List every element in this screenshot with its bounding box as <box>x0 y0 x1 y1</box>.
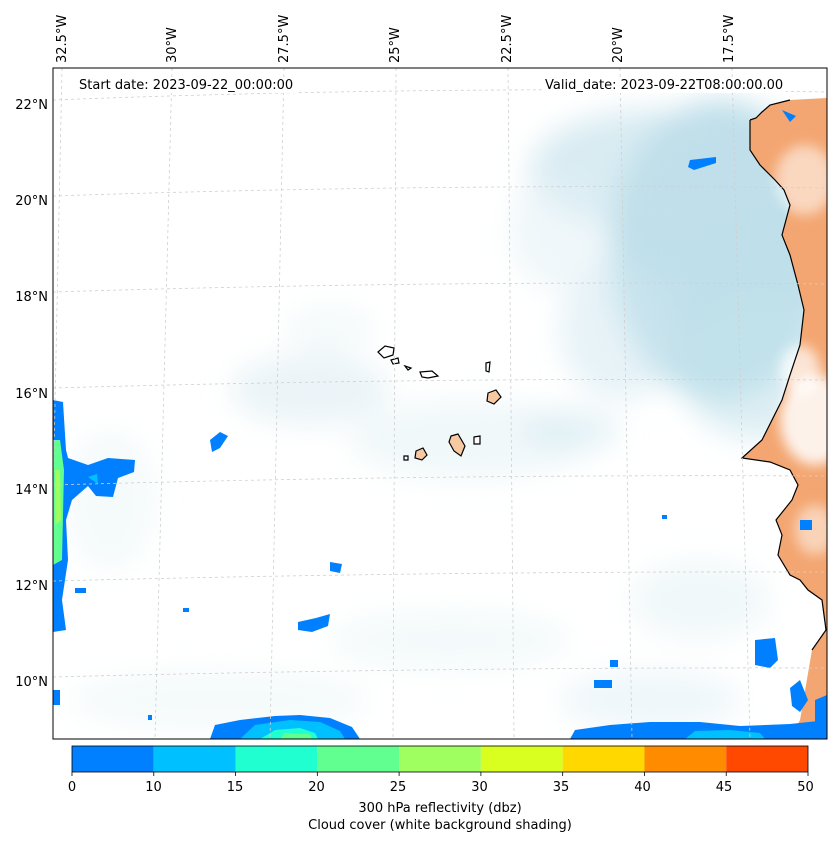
reflectivity-patches <box>53 110 827 739</box>
reflectivity-patch <box>782 110 796 122</box>
gridlines <box>53 68 827 739</box>
latitude-label: 18°N <box>15 290 48 305</box>
colorbar-tick: 50 <box>797 780 814 795</box>
colorbar-tick: 45 <box>715 780 733 795</box>
reflectivity-patch <box>148 715 152 720</box>
colorbar-tick: 30 <box>471 780 488 795</box>
latitude-label: 22°N <box>15 98 48 113</box>
reflectivity-patch <box>280 733 312 739</box>
reflectivity-patch <box>685 730 765 739</box>
reflectivity-patch <box>570 720 827 739</box>
cape-verde-islands <box>377 345 502 461</box>
colorbar-label: 300 hPa reflectivity (dbz) <box>358 801 522 816</box>
colorbar <box>71 745 809 776</box>
latitude-label: 10°N <box>15 675 48 690</box>
reflectivity-patch <box>53 400 135 632</box>
colorbar-tick: 40 <box>634 780 651 795</box>
valid-date-label: Valid_date: 2023-09-22T08:00:00.00 <box>542 78 787 93</box>
reflectivity-patch <box>55 470 61 525</box>
colorbar-tick: 0 <box>67 780 77 795</box>
reflectivity-patch <box>183 608 189 612</box>
colorbar-swatch <box>235 746 318 772</box>
reflectivity-patch <box>688 157 716 170</box>
colorbar-swatch <box>644 746 727 772</box>
longitude-label: 20°W <box>611 27 626 63</box>
longitude-label: 30°W <box>165 27 180 63</box>
coastline <box>740 99 827 651</box>
colorbar-swatch <box>72 746 154 772</box>
reflectivity-patch <box>210 432 228 452</box>
reflectivity-patch <box>790 680 808 712</box>
reflectivity-patch <box>298 614 330 632</box>
reflectivity-patch <box>330 562 342 573</box>
latitude-label: 14°N <box>15 483 48 498</box>
colorbar-tick: 35 <box>552 780 570 795</box>
map-frame <box>52 67 828 740</box>
reflectivity-patch <box>800 520 812 530</box>
latitude-label: 16°N <box>15 387 48 402</box>
reflectivity-patch <box>755 638 778 668</box>
colorbar-tick: 20 <box>308 780 325 795</box>
map-area[interactable] <box>53 68 837 739</box>
reflectivity-patch <box>594 680 612 688</box>
reflectivity-patch <box>75 588 86 593</box>
start-date-label: Start date: 2023-09-22_00:00:00 <box>76 78 297 93</box>
latitude-label: 12°N <box>15 579 48 594</box>
colorbar-swatch <box>399 746 481 772</box>
colorbar-swatch <box>726 746 808 772</box>
colorbar-tick: 15 <box>226 780 244 795</box>
colorbar-swatch <box>562 746 645 772</box>
colorbar-tick: 10 <box>145 780 162 795</box>
longitude-label: 22.5°W <box>500 14 515 63</box>
colorbar-swatch <box>153 746 236 772</box>
reflectivity-patch <box>88 474 98 484</box>
latitude-label: 20°N <box>15 194 48 209</box>
colorbar-sublabel: Cloud cover (white background shading) <box>308 818 572 833</box>
reflectivity-patch <box>662 515 667 519</box>
longitude-label: 17.5°W <box>722 14 737 63</box>
colorbar-border <box>71 745 809 773</box>
longitude-label: 32.5°W <box>55 14 70 63</box>
cloud-cover <box>65 100 827 730</box>
reflectivity-patch <box>53 690 60 705</box>
longitude-label: 27.5°W <box>277 14 292 63</box>
colorbar-swatch <box>480 746 563 772</box>
colorbar-tick: 25 <box>389 780 407 795</box>
reflectivity-patch <box>610 660 618 667</box>
colorbar-swatch <box>317 746 400 772</box>
longitude-label: 25°W <box>388 27 403 63</box>
